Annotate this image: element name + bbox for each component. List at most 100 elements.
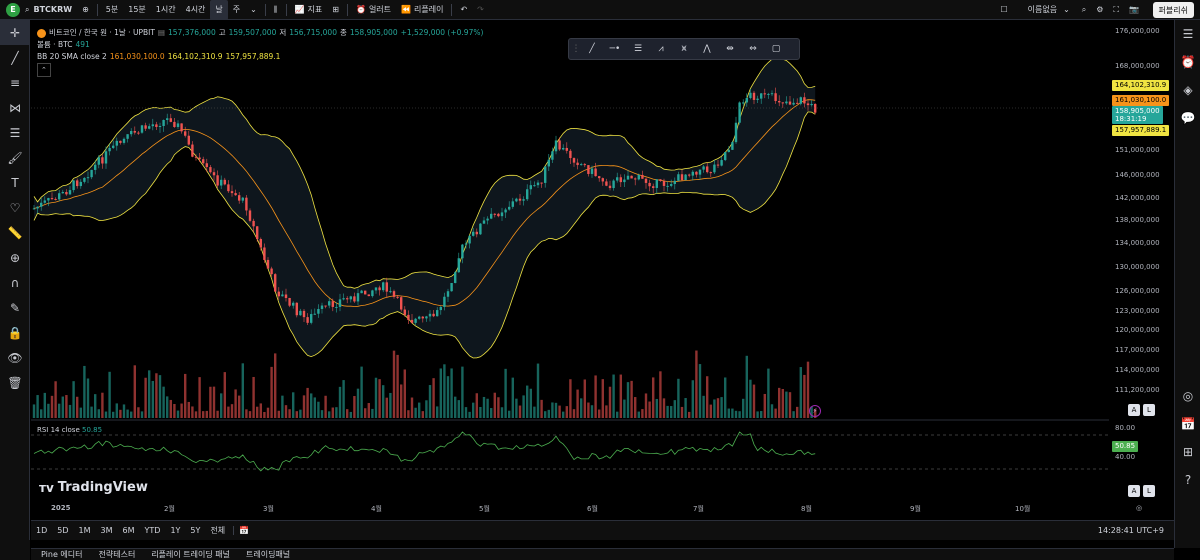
snapshot-button[interactable]: 📷 [1124, 0, 1144, 20]
indicators-button[interactable]: 📈 지표 [290, 0, 328, 20]
brush-icon[interactable]: 🖌 [7, 150, 23, 165]
date-range-icon[interactable]: ⇹ [726, 44, 734, 54]
go-to-date-icon[interactable]: 📅 [233, 526, 254, 535]
user-avatar[interactable]: E [6, 2, 20, 17]
tf-dropdown[interactable]: ⌄ [245, 0, 262, 20]
range-1y[interactable]: 1Y [170, 526, 181, 535]
heart-icon[interactable]: ♡ [9, 200, 21, 215]
volume-bar [623, 399, 626, 418]
elliott-wave-icon[interactable]: ⩙ [681, 44, 687, 54]
help-icon[interactable]: ? [1184, 473, 1192, 487]
tab-strategy-tester[interactable]: 전략테스터 [98, 550, 136, 559]
magnet-icon[interactable]: ∩ [10, 275, 20, 290]
price-tick: 146,000,000 [1115, 171, 1160, 179]
fullscreen-button[interactable]: ⛶ [1108, 0, 1124, 20]
tf-15m[interactable]: 15분 [128, 5, 146, 14]
crosshair-icon[interactable]: ✛ [0, 20, 30, 45]
volume-bar [410, 397, 414, 418]
symbol-search[interactable]: ⌕ BTCKRW [20, 0, 77, 20]
alarm-icon[interactable]: ⏰ [1180, 55, 1196, 69]
parallel-channel-icon[interactable]: ☰ [633, 44, 643, 54]
legend-volume-row[interactable]: 볼륨 · BTC 491 [37, 39, 483, 51]
price-axis[interactable]: 176,000,000 168,000,000 151,000,000 146,… [1109, 20, 1174, 500]
eye-icon[interactable]: 👁 [7, 350, 23, 365]
chat-icon[interactable]: 💬 [1180, 111, 1196, 125]
range-ytd[interactable]: YTD [144, 526, 161, 535]
replay-button[interactable]: ⏪ 리플레이 [396, 0, 448, 20]
templates-button[interactable]: ⊞ [327, 0, 344, 20]
rectangle-icon[interactable]: ▢ [771, 44, 781, 54]
range-6m[interactable]: 6M [122, 526, 135, 535]
range-1m[interactable]: 1M [78, 526, 91, 535]
range-1d[interactable]: 1D [36, 526, 48, 535]
clock[interactable]: 14:28:41 UTC+9 [1097, 526, 1164, 535]
settings-button[interactable]: ⚙ [1091, 0, 1108, 20]
candle-body [788, 101, 792, 105]
horizontal-lines-icon[interactable]: ≡ [9, 75, 21, 90]
candle-body [515, 198, 518, 202]
lock-drawing-icon[interactable]: ✎ [9, 300, 21, 315]
gear-icon[interactable]: ◎ [1136, 504, 1143, 512]
abcd-icon[interactable]: ⋀ [703, 44, 711, 54]
horizontal-ray-icon[interactable]: ─• [609, 44, 621, 54]
tf-1d[interactable]: 날 [210, 0, 228, 20]
volume-bar [227, 406, 230, 418]
quick-search-button[interactable]: ⌕ [1077, 0, 1091, 20]
time-axis[interactable]: 2025 2월 3월 4월 5월 6월 7월 8월 9월 10월 ◎ [31, 500, 1142, 520]
trendline-icon[interactable]: ╱ [589, 44, 595, 54]
range-5d[interactable]: 5D [57, 526, 69, 535]
tf-1h[interactable]: 1시간 [155, 5, 176, 14]
chart-pane[interactable]: 비트코인 / 한국 원 · 1날 · UPBIT ▤ 157,376,000 고… [31, 20, 1174, 520]
candle-body [72, 180, 75, 191]
tab-pine-editor[interactable]: Pine 에디터 [41, 550, 83, 559]
rsi-legend[interactable]: RSI 14 close 50.85 [37, 426, 102, 434]
alert-button[interactable]: ⏰ 얼러트 [351, 0, 396, 20]
tab-trading-panel[interactable]: 트레이딩패널 [246, 550, 291, 559]
apps-icon[interactable]: ⊞ [1182, 445, 1194, 459]
log-scale-button[interactable]: L [1143, 485, 1155, 497]
undo-button[interactable]: ↶ [455, 0, 472, 20]
watchlist-icon[interactable]: ☰ [1182, 27, 1194, 41]
text-icon[interactable]: T [11, 175, 19, 190]
fib-icon[interactable]: ☰ [9, 125, 21, 140]
pattern-icon[interactable]: ⩘ [658, 44, 664, 54]
legend-bb-row[interactable]: BB 20 SMA close 2 161,030,100.0 164,102,… [37, 51, 483, 63]
indicators-label: 지표 [307, 5, 323, 14]
layout-menu[interactable]: ☐ 이름없음 ⌄ [995, 0, 1074, 20]
zoom-in-icon[interactable]: ⊕ [9, 250, 21, 265]
tf-4h[interactable]: 4시간 [185, 5, 206, 14]
ruler-icon[interactable]: 📏 [7, 225, 23, 240]
chevron-up-icon[interactable]: ⌃ [37, 63, 51, 77]
trendline-icon[interactable]: ╱ [11, 50, 19, 65]
layers-icon[interactable]: ◈ [1183, 83, 1193, 97]
price-range-icon[interactable]: ⇔ [749, 44, 757, 54]
tab-replay-trading[interactable]: 리플레이 트레이딩 패널 [151, 550, 230, 559]
tf-1w[interactable]: 주 [232, 5, 241, 14]
compare-symbol-button[interactable]: ⊕ [77, 0, 94, 20]
candle-body [385, 282, 388, 292]
tf-5m[interactable]: 5분 [105, 5, 119, 14]
candle-body [360, 290, 363, 294]
lock-icon[interactable]: 🔒 [7, 325, 23, 340]
target-icon[interactable]: ◎ [1182, 389, 1194, 403]
candle-body [97, 157, 100, 165]
volume-bar [526, 385, 529, 418]
calendar-icon[interactable]: 📅 [1180, 417, 1196, 431]
tradingview-logo[interactable]: ᴛᴠ TradingView [39, 480, 148, 495]
range-all[interactable]: 전체 [210, 526, 226, 535]
drag-handle-icon[interactable]: ⋮ [571, 44, 581, 54]
lightning-icon[interactable]: ⚡ [809, 405, 821, 417]
legend-symbol-title[interactable]: 비트코인 / 한국 원 · 1날 · UPBIT [49, 28, 155, 37]
redo-button[interactable]: ↷ [472, 0, 489, 20]
price-chart[interactable] [31, 20, 1109, 500]
publish-button[interactable]: 퍼블리쉬 [1152, 2, 1194, 18]
pattern-icon[interactable]: ⋈ [9, 100, 21, 115]
log-scale-button[interactable]: L [1143, 404, 1155, 416]
volume-bar [320, 410, 324, 418]
chart-type-button[interactable]: ⫼ [269, 0, 283, 20]
auto-scale-button[interactable]: A [1128, 485, 1140, 497]
trash-icon[interactable]: 🗑 [7, 375, 23, 390]
range-5y[interactable]: 5Y [190, 526, 201, 535]
range-3m[interactable]: 3M [100, 526, 113, 535]
auto-scale-button[interactable]: A [1128, 404, 1140, 416]
